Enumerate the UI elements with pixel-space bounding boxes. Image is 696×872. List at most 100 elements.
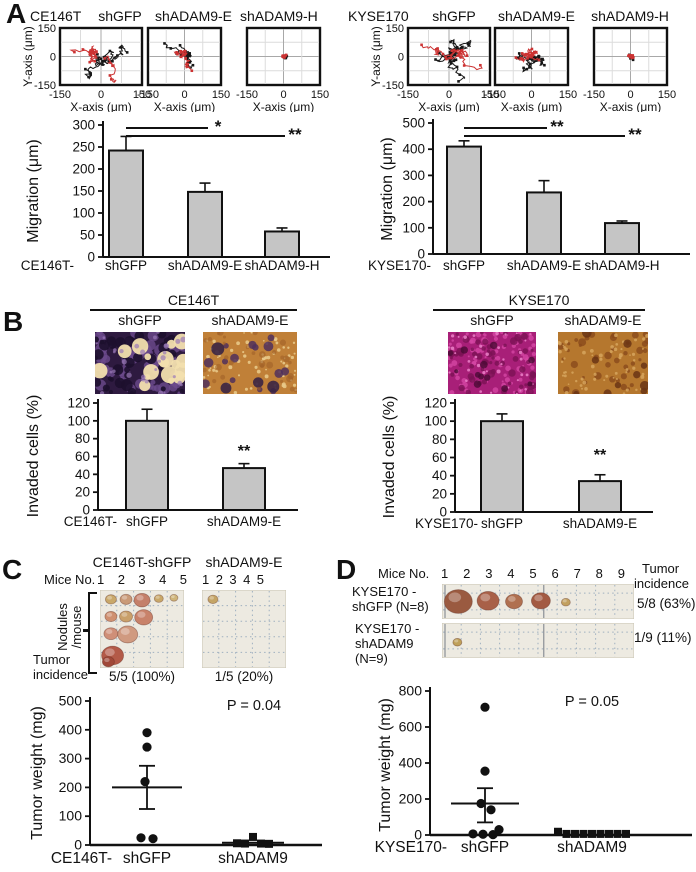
svg-text:shADAM9: shADAM9 (218, 850, 288, 867)
svg-text:150: 150 (559, 89, 577, 101)
panel-d-incidence-shadam9: 1/9 (11%) (634, 630, 692, 645)
svg-text:40: 40 (432, 468, 447, 483)
svg-text:250: 250 (72, 140, 95, 155)
mouse-number: 4 (243, 572, 251, 587)
svg-text:120: 120 (67, 396, 90, 411)
panel-b-cellline-kyse170: KYSE170 (508, 292, 570, 308)
svg-text:CE146T-: CE146T- (21, 258, 74, 273)
panel-b-cellline-ce146t: CE146T (167, 292, 220, 308)
svg-text:-150: -150 (397, 89, 419, 101)
svg-text:CE146T-: CE146T- (64, 514, 117, 529)
svg-text:-150: -150 (236, 89, 258, 101)
svg-text:Invaded cells (%): Invaded cells (%) (25, 395, 42, 518)
svg-text:shADAM9-E: shADAM9-E (507, 258, 581, 273)
svg-text:150: 150 (38, 23, 56, 35)
svg-text:300: 300 (59, 750, 83, 766)
svg-text:KYSE170-: KYSE170- (368, 258, 431, 273)
svg-text:**: ** (550, 117, 564, 136)
svg-text:0: 0 (98, 89, 104, 101)
svg-text:150: 150 (311, 89, 329, 101)
svg-text:KYSE170-: KYSE170- (375, 839, 447, 856)
panel-c-incidence-label-line1: Tumor (33, 652, 71, 667)
svg-text:-150: -150 (484, 89, 506, 101)
svg-text:150: 150 (481, 89, 499, 101)
svg-text:200: 200 (59, 779, 83, 795)
svg-text:80: 80 (75, 431, 90, 446)
ce146t-tumor-weight-chart: 0 100 200 300 400 500 Tumor weight (mg) P = 0.0… (29, 693, 322, 867)
panel-b-cond-ce146t-shgfp: shGFP (118, 312, 162, 328)
svg-text:**: ** (594, 447, 607, 464)
svg-text:X-axis (μm): X-axis (μm) (600, 100, 662, 112)
svg-text:Migration (μm): Migration (μm) (25, 139, 42, 242)
svg-text:*: * (215, 117, 222, 136)
svg-text:Tumor weight (mg): Tumor weight (mg) (377, 698, 394, 832)
kyse170-shadam9-tumor-strip (442, 623, 634, 658)
svg-text:shGFP: shGFP (481, 516, 523, 531)
svg-text:20: 20 (75, 485, 90, 500)
svg-text:0: 0 (82, 503, 90, 518)
svg-text:800: 800 (399, 684, 423, 699)
svg-text:0: 0 (627, 89, 633, 101)
svg-text:40: 40 (75, 467, 90, 482)
kyse170-migration-chart: 0 100 200 300 400 500 Migration (μm) shGFP shADA… (368, 116, 690, 273)
panel-a-cellline-kyse170: KYSE170 (348, 8, 409, 24)
svg-text:200: 200 (399, 791, 423, 807)
mouse-number: 3 (485, 566, 493, 581)
panel-b-rule-kyse170 (433, 309, 645, 311)
svg-text:300: 300 (402, 168, 425, 183)
svg-text:150: 150 (212, 89, 230, 101)
panel-c-header-shgfp: CE146T-shGFP (92, 554, 192, 570)
panel-a-cellline-ce146t: CE146T (30, 8, 82, 24)
row2-label-line1: KYSE170 - (355, 621, 420, 636)
svg-text:0: 0 (417, 247, 425, 262)
nodules-bracket-tick (83, 629, 89, 632)
svg-text:120: 120 (424, 396, 447, 411)
svg-text:**: ** (288, 125, 302, 144)
svg-text:**: ** (628, 125, 642, 144)
svg-text:60: 60 (75, 449, 90, 464)
panel-b-cond-ce146t-shadam9e: shADAM9-E (211, 312, 289, 328)
svg-text:P = 0.04: P = 0.04 (227, 698, 281, 714)
svg-text:100: 100 (424, 414, 447, 429)
svg-text:60: 60 (432, 450, 447, 465)
panel-c-header-shadam9e: shADAM9-E (205, 554, 283, 570)
ce146t-shadam9e-tumor-photo (202, 590, 286, 668)
svg-text:-150: -150 (583, 89, 605, 101)
svg-text:P = 0.05: P = 0.05 (565, 694, 619, 710)
svg-text:400: 400 (59, 721, 83, 737)
mouse-number: 5 (256, 572, 264, 587)
svg-text:shGFP: shGFP (443, 258, 485, 273)
mouse-number: 2 (117, 572, 125, 587)
svg-text:0: 0 (414, 827, 422, 843)
mouse-number: 4 (159, 572, 167, 587)
mouse-number: 5 (179, 572, 187, 587)
mouse-number: 1 (97, 572, 105, 587)
svg-text:0: 0 (87, 250, 95, 265)
svg-text:100: 100 (67, 413, 90, 428)
svg-text:shGFP: shGFP (126, 514, 168, 529)
svg-text:shADAM9-E: shADAM9-E (563, 516, 637, 531)
svg-text:Invaded cells (%): Invaded cells (%) (381, 396, 398, 519)
svg-text:20: 20 (432, 486, 447, 501)
svg-text:0: 0 (439, 505, 447, 520)
svg-text:-150: -150 (49, 89, 71, 101)
svg-text:shADAM9-E: shADAM9-E (168, 258, 242, 273)
panel-b-cond-kyse170-shgfp: shGFP (470, 312, 514, 328)
svg-text:0: 0 (446, 89, 452, 101)
svg-text:Migration (μm): Migration (μm) (379, 137, 396, 240)
svg-text:500: 500 (59, 693, 83, 709)
svg-text:400: 400 (402, 142, 425, 157)
kyse170-tumor-weight-chart: 0 200 400 600 800 Tumor weight (mg) P = 0.05 sh… (375, 684, 692, 856)
svg-text:0: 0 (280, 89, 286, 101)
kyse170-shadam9e-invasion-photo (558, 332, 648, 394)
panel-c-incidence-label-line2: incidence (33, 667, 88, 682)
svg-text:-150: -150 (137, 89, 159, 101)
panel-b-rule-ce146t (90, 309, 297, 311)
svg-text:0: 0 (181, 89, 187, 101)
svg-text:300: 300 (72, 118, 95, 133)
panel-c-incidence-shgfp: 5/5 (100%) (108, 669, 176, 684)
row1-label-line1: KYSE170 - (352, 584, 417, 599)
